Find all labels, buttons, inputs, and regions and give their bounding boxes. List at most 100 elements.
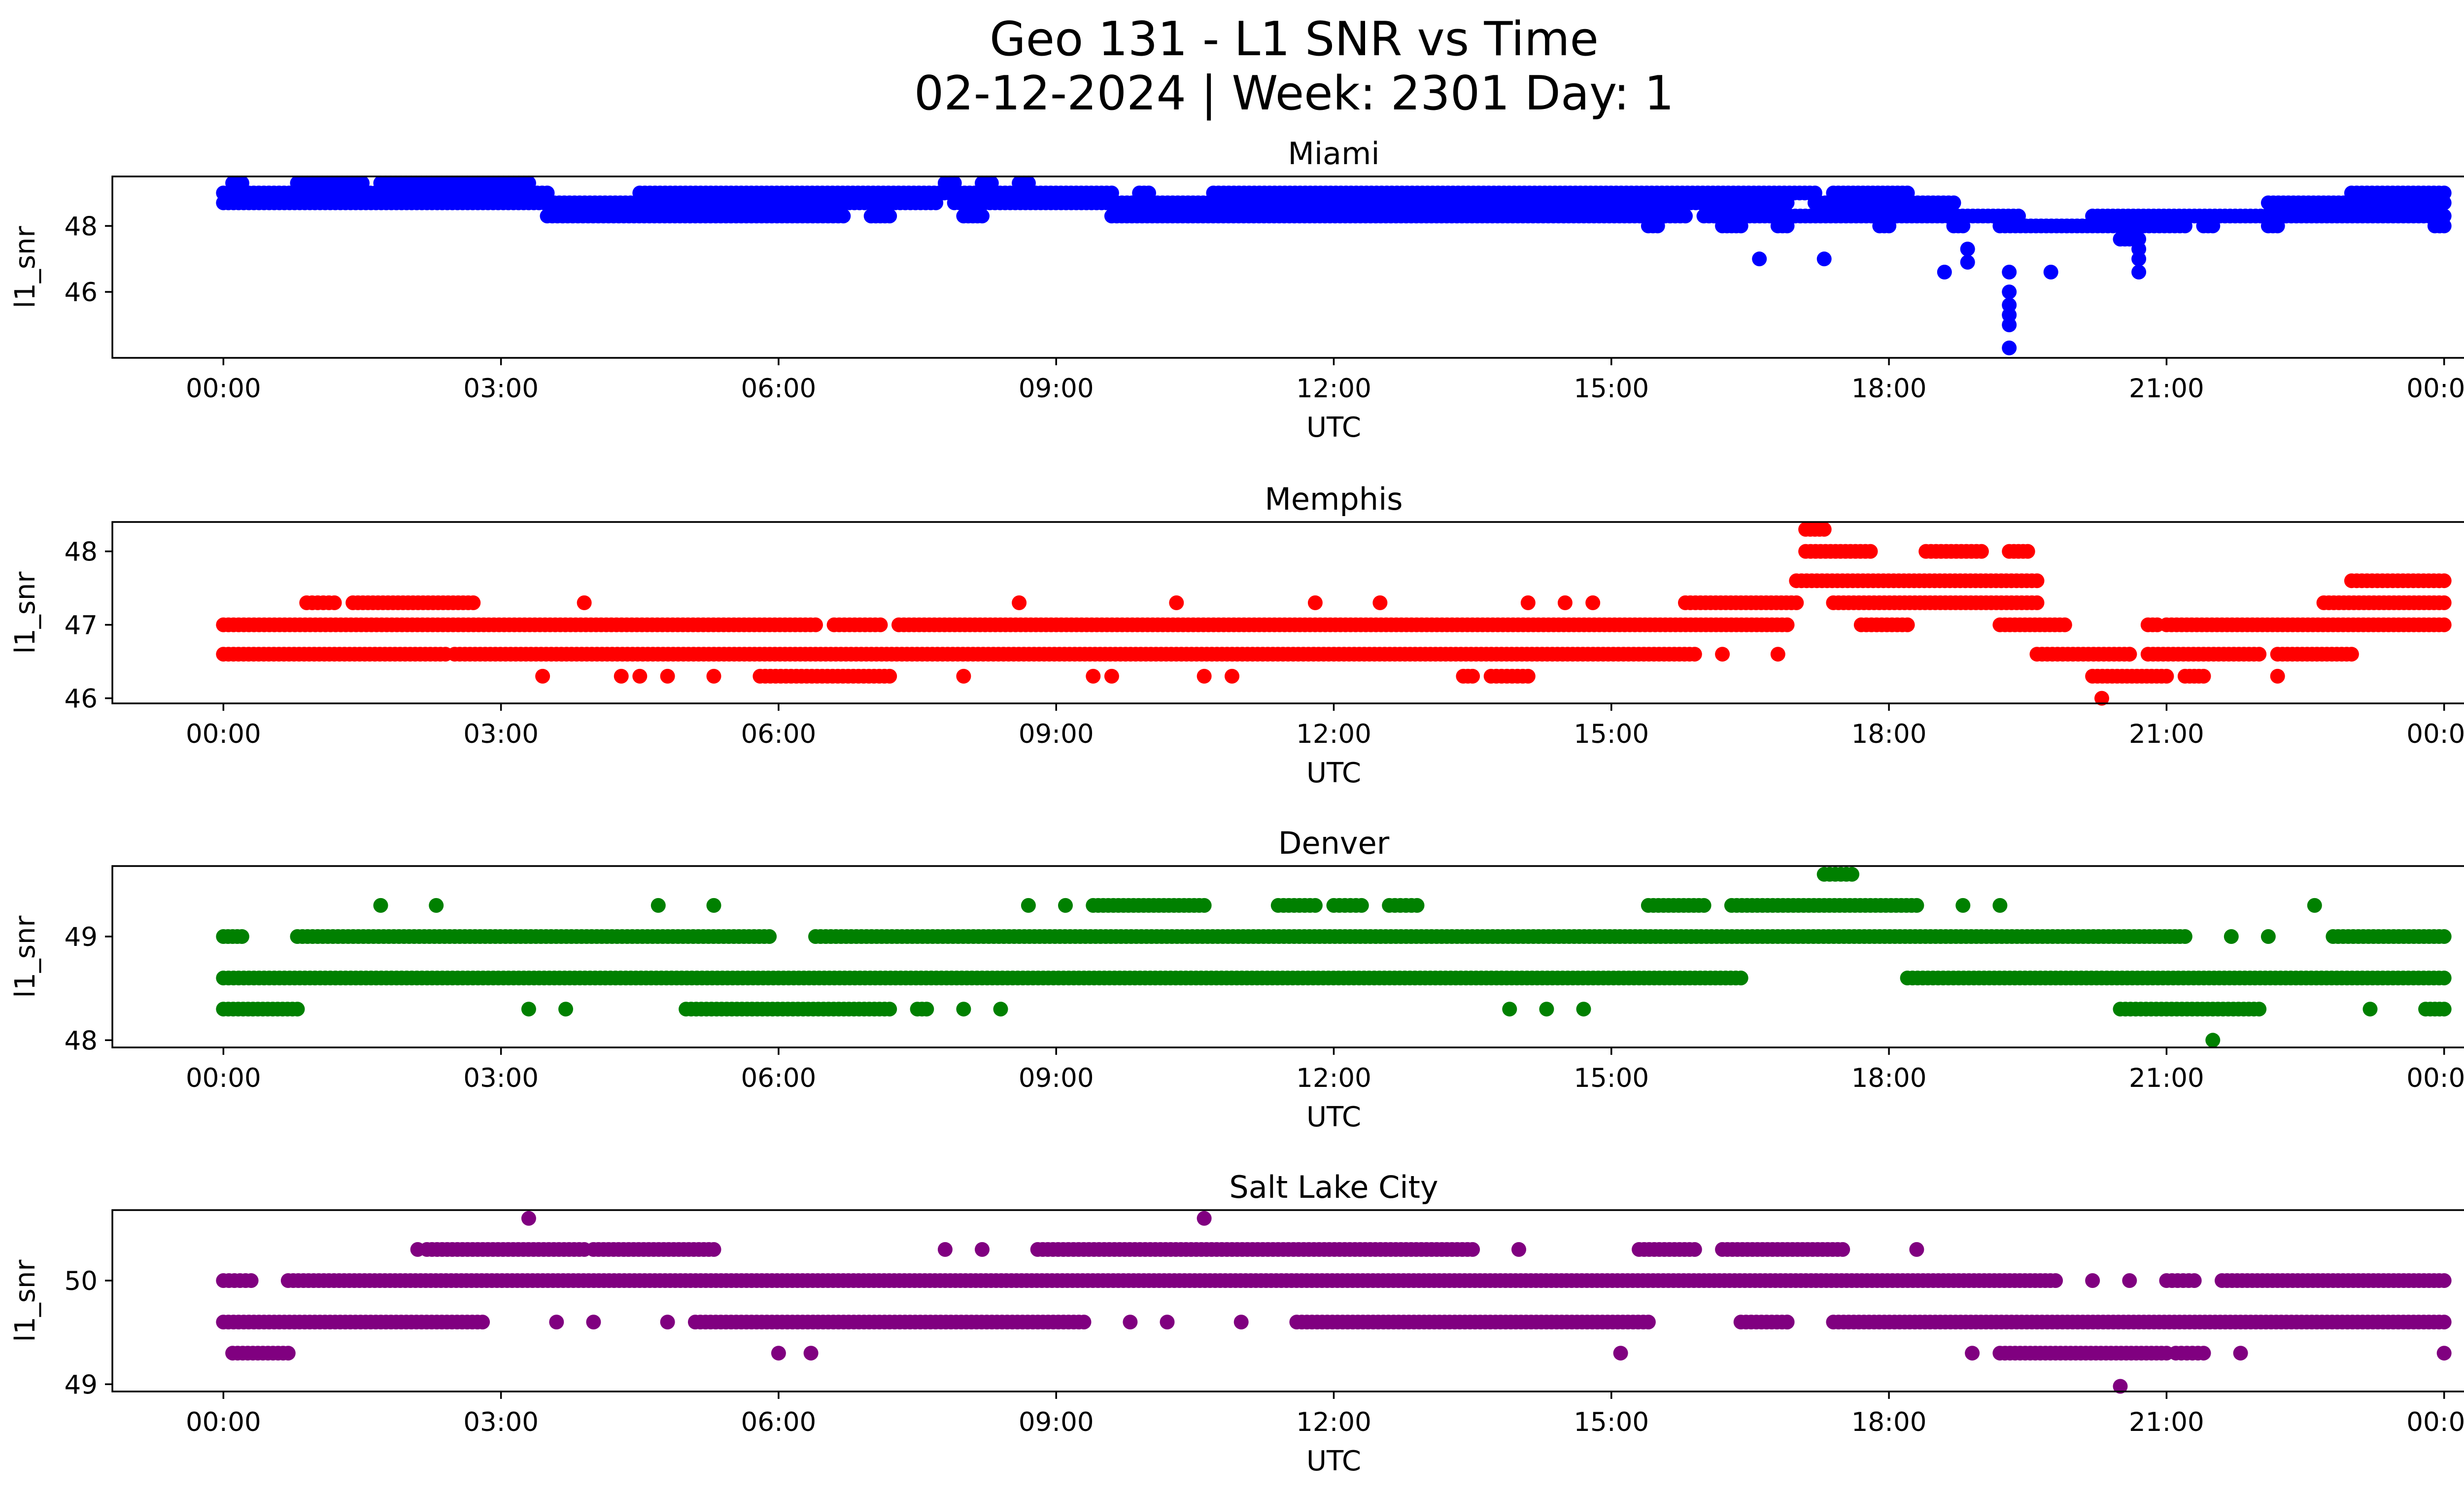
data-point (2043, 265, 2058, 279)
x-tick-label: 18:00 (1851, 374, 1927, 404)
x-tick-label: 15:00 (1574, 374, 1649, 404)
x-tick-label: 12:00 (1296, 374, 1371, 404)
x-tick-label: 15:00 (1574, 1063, 1649, 1093)
figure-title-line1: Geo 131 - L1 SNR vs Time (990, 12, 1599, 67)
data-point (803, 1346, 819, 1361)
data-point (2029, 595, 2045, 610)
data-point (1687, 647, 1702, 662)
x-axis-label: UTC (1306, 1445, 1361, 1477)
axes-frame (111, 865, 2464, 1048)
data-point (975, 1242, 990, 1257)
data-point (2252, 647, 2267, 662)
data-point (1233, 1315, 1249, 1330)
data-point (1307, 898, 1323, 913)
data-point (1974, 544, 1989, 559)
y-tick-label: 46 (65, 278, 98, 308)
data-point (2020, 544, 2035, 559)
data-point (1955, 898, 1971, 913)
scatter-series-salt-lake-city (216, 1211, 2452, 1394)
x-tick-label: 21:00 (2129, 374, 2204, 404)
data-point (2436, 195, 2452, 210)
data-point (2057, 617, 2072, 632)
data-point (1058, 898, 1073, 913)
data-point (2362, 1002, 2378, 1017)
x-tick-label: 09:00 (1019, 374, 1094, 404)
data-point (660, 1315, 675, 1330)
data-point (1946, 195, 1961, 210)
data-point (956, 668, 971, 684)
x-tick-label: 12:00 (1296, 1407, 1371, 1437)
data-point (650, 898, 666, 913)
data-point (1780, 195, 1795, 210)
data-point (706, 898, 721, 913)
data-point (2196, 668, 2211, 684)
figure-title-line2: 02-12-2024 | Week: 2301 Day: 1 (914, 67, 1674, 121)
data-point (956, 1002, 971, 1017)
data-point (2436, 218, 2452, 234)
x-tick-label: 12:00 (1296, 719, 1371, 749)
x-tick-label: 18:00 (1851, 719, 1927, 749)
data-point (586, 1315, 601, 1330)
data-point (1687, 1242, 1702, 1257)
data-point (1816, 251, 1832, 267)
data-point (243, 1273, 259, 1288)
subplot-panels: Miami 00:00 03:00 06:00 09:00 12:00 15:00 18:00… (9, 136, 2464, 1477)
data-point (2224, 929, 2239, 944)
x-tick-label: 00:00 (186, 1407, 261, 1437)
data-point (2260, 929, 2276, 944)
data-point (1557, 595, 1573, 610)
x-tick-label: 03:00 (463, 374, 539, 404)
data-point (2233, 1346, 2248, 1361)
data-point (1197, 898, 1212, 913)
x-tick-label: 06:00 (741, 1063, 817, 1093)
data-point (1780, 617, 1795, 632)
data-point (1197, 668, 1212, 684)
data-point (2122, 1273, 2137, 1288)
data-point (2436, 573, 2452, 589)
data-point (2113, 1379, 2128, 1394)
data-point (521, 1002, 536, 1017)
data-point (1076, 1315, 1092, 1330)
y-tick-label: 50 (65, 1266, 98, 1296)
data-point (2002, 265, 2017, 279)
x-tick-label: 00:00 (186, 374, 261, 404)
data-point (1021, 898, 1036, 913)
data-point (2048, 1273, 2063, 1288)
data-point (1780, 1315, 1795, 1330)
x-tick-label: 03:00 (463, 1407, 539, 1437)
subplot-salt-lake-city: Salt Lake City 00:00 03:00 06:00 09:00 12:00 1… (9, 1169, 2464, 1477)
data-point (2085, 1273, 2100, 1288)
x-tick-label: 15:00 (1574, 719, 1649, 749)
data-point (928, 195, 944, 210)
data-point (1696, 898, 1711, 913)
subplot-title: Memphis (1265, 481, 1403, 517)
data-point (2436, 1273, 2452, 1288)
data-point (762, 929, 777, 944)
scatter-series-denver (216, 867, 2452, 1048)
data-point (1123, 1315, 1138, 1330)
data-point (2436, 595, 2452, 610)
data-point (1372, 595, 1388, 610)
data-point (1086, 668, 1101, 684)
data-point (1816, 522, 1832, 537)
x-tick-label: 00:00 (186, 1063, 261, 1093)
data-point (2131, 265, 2147, 279)
data-point (234, 929, 249, 944)
data-point (2002, 340, 2017, 355)
x-tick-label: 06:00 (741, 719, 817, 749)
data-point (1012, 595, 1027, 610)
data-point (1511, 1242, 1526, 1257)
data-point (1465, 1242, 1480, 1257)
data-point (1354, 898, 1369, 913)
subplot-memphis: Memphis 00:00 03:00 06:00 09:00 12:00 15:00 18:… (9, 481, 2464, 789)
data-point (2122, 647, 2137, 662)
data-point (1160, 1315, 1175, 1330)
data-point (521, 1211, 536, 1226)
data-point (577, 595, 592, 610)
data-point (2436, 617, 2452, 632)
x-tick-label: 15:00 (1574, 1407, 1649, 1437)
x-tick-label: 21:00 (2129, 1063, 2204, 1093)
data-point (1733, 218, 1748, 234)
data-point (808, 617, 823, 632)
